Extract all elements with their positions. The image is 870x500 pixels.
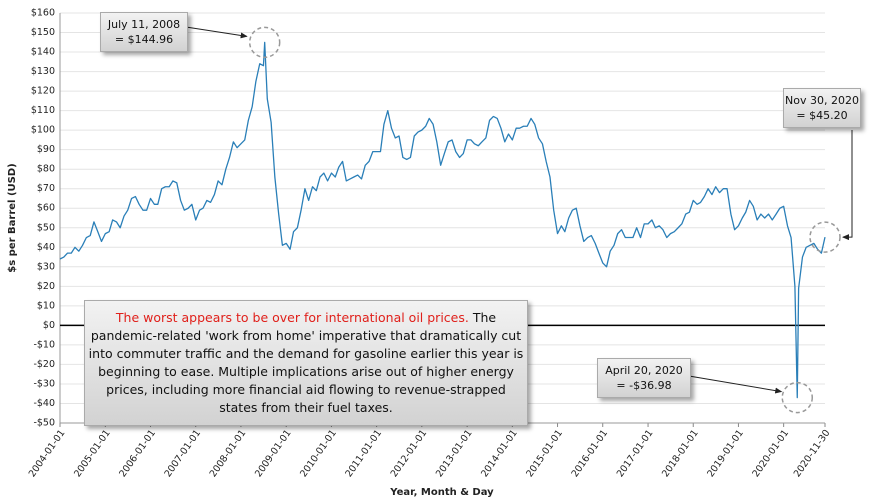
annotation-text: = $45.20 (796, 109, 848, 122)
annotation-circle (248, 26, 281, 59)
annotation-box: July 11, 2008 = $144.96 (100, 12, 188, 52)
y-tick-label: -$50 (33, 418, 55, 429)
note-box: The worst appears to be over for interna… (84, 300, 528, 426)
y-tick-label: -$10 (33, 339, 55, 350)
x-tick-label: 2009-01-01 (253, 428, 294, 480)
y-tick-label: $20 (37, 281, 55, 292)
price-line (59, 41, 826, 399)
annotation-text: = -$36.98 (616, 379, 672, 392)
y-tick-label: -$20 (33, 359, 55, 370)
y-tick-label: $90 (37, 144, 55, 155)
y-tick-label: $140 (31, 47, 55, 58)
x-tick-label: 2019-01-01 (705, 428, 746, 480)
annotation-text: = $144.96 (114, 33, 174, 46)
x-tick-label: 2011-01-01 (343, 428, 384, 480)
x-tick-label: 2012-01-01 (389, 428, 430, 480)
y-tick-label: $30 (37, 261, 55, 272)
x-tick-label: 2017-01-01 (615, 428, 656, 480)
x-tick-label: 2006-01-01 (117, 428, 158, 480)
x-tick-label: 2020-11-30 (792, 428, 833, 480)
y-tick-label: $70 (37, 183, 55, 194)
annotation-box: Nov 30, 2020 = $45.20 (783, 88, 861, 128)
x-tick-label: 2005-01-01 (72, 428, 113, 480)
y-tick-label: $160 (31, 8, 55, 19)
annotation-text: July 11, 2008 (107, 18, 181, 31)
x-tick-label: 2008-01-01 (208, 428, 249, 480)
y-tick-label: $10 (37, 300, 55, 311)
x-tick-label: 2004-01-01 (27, 428, 68, 480)
y-tick-label: $120 (31, 86, 55, 97)
x-tick-label: 2013-01-01 (434, 428, 475, 480)
annotation-circle (809, 221, 841, 253)
annotation-arrow (842, 130, 853, 241)
y-tick-label: $150 (31, 27, 55, 38)
y-tick-label: $0 (43, 320, 55, 331)
x-tick-label: 2020-01-01 (750, 428, 791, 480)
x-tick-label: 2018-01-01 (660, 428, 701, 480)
x-tick-label: 2010-01-01 (298, 428, 339, 480)
annotation-box: April 20, 2020 = -$36.98 (597, 358, 691, 398)
x-tick-label: 2015-01-01 (524, 428, 565, 480)
annotation-arrow (688, 375, 783, 394)
y-tick-label: $50 (37, 222, 55, 233)
annotation-arrow (185, 26, 248, 39)
x-tick-label: 2016-01-01 (570, 428, 611, 480)
y-tick-label: $110 (31, 105, 55, 116)
y-tick-label: $100 (31, 125, 55, 136)
note-highlight: The worst appears to be over for interna… (115, 310, 469, 325)
annotation-text: April 20, 2020 (605, 364, 683, 377)
y-tick-label: -$30 (33, 378, 55, 389)
x-tick-label: 2007-01-01 (163, 428, 204, 480)
y-tick-label: $40 (37, 242, 55, 253)
y-tick-label: $60 (37, 203, 55, 214)
annotation-circle (781, 381, 814, 414)
x-tick-label: 2014-01-01 (479, 428, 520, 480)
y-tick-label: -$40 (33, 398, 55, 409)
y-tick-label: $130 (31, 66, 55, 77)
note-body: The pandemic-related 'work from home' im… (88, 310, 524, 415)
x-axis-label: Year, Month & Day (389, 487, 494, 498)
y-axis-label: $s per Barrel (USD) (7, 163, 18, 272)
y-tick-label: $80 (37, 164, 55, 175)
annotation-text: Nov 30, 2020 (785, 94, 859, 107)
